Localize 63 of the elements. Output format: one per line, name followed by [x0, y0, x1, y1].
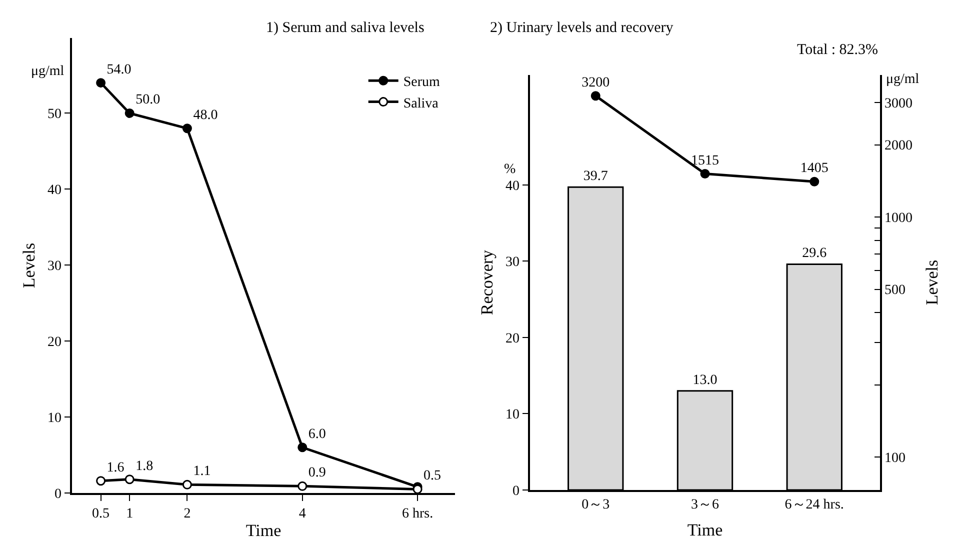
x-tick-label: 3～6 — [691, 498, 719, 513]
y2-tick-label: 500 — [884, 283, 906, 298]
y-tick-label: 30 — [505, 255, 520, 270]
legend-label: Serum — [403, 75, 440, 90]
y2-tick-label: 100 — [884, 450, 906, 466]
text: μg/ml — [31, 64, 64, 79]
y2-tick-label: 1000 — [884, 210, 913, 226]
data-label: 48.0 — [193, 108, 218, 123]
y-axis-title: Levels — [20, 242, 38, 288]
y-tick-label: 20 — [505, 331, 520, 346]
y-tick-label: 0 — [54, 486, 62, 502]
x-axis-title: Time — [687, 520, 723, 540]
y2-axis-title: Levels — [922, 260, 942, 306]
legend-label: Saliva — [403, 96, 440, 112]
data-label: 6.0 — [308, 426, 326, 442]
data-label: 54.0 — [106, 62, 132, 78]
data-label: 0.5 — [424, 468, 442, 484]
data-label: 39.7 — [583, 169, 608, 184]
data-label: 13.0 — [692, 372, 718, 388]
x-tick-label: 0～3 — [582, 498, 610, 513]
x-tick-label: 1 — [126, 506, 134, 522]
y2-tick-label: 2000 — [884, 138, 913, 154]
y-tick-label: 20 — [47, 334, 62, 350]
text: % — [504, 162, 516, 177]
chart-title: 2) Urinary levels and recovery — [490, 20, 674, 36]
x-tick-label: 6～24 hrs. — [784, 498, 844, 513]
point — [298, 442, 308, 452]
x-tick-label: 4 — [298, 506, 306, 522]
y-tick-label: 40 — [47, 183, 62, 198]
data-label: 1405 — [800, 161, 828, 176]
data-label: 0.9 — [308, 466, 326, 481]
y-tick-label: 40 — [505, 178, 520, 194]
point — [96, 476, 106, 486]
point — [590, 91, 600, 101]
x-axis-title: Time — [246, 521, 282, 540]
y-tick-label: 30 — [47, 259, 62, 274]
data-label: 1.6 — [106, 460, 124, 476]
y-tick-label: 50 — [47, 107, 62, 122]
y2-tick-label: 3000 — [884, 96, 913, 112]
point — [182, 124, 192, 134]
point — [182, 480, 192, 490]
y-tick-label: 0 — [512, 484, 520, 499]
data-label: 1515 — [691, 153, 719, 168]
data-label: 3200 — [582, 75, 610, 90]
y-tick-label: 10 — [505, 408, 520, 423]
point — [298, 481, 308, 491]
x-tick-label: 6 hrs. — [402, 506, 434, 522]
chart-subtitle: Total : 82.3% — [797, 42, 878, 58]
point — [124, 108, 134, 118]
data-label: 1.1 — [193, 464, 211, 480]
point — [124, 474, 134, 484]
point — [96, 78, 106, 88]
y-axis-title: Recovery — [478, 249, 496, 316]
point — [810, 176, 820, 186]
data-label: 1.8 — [136, 458, 154, 474]
data-label: 29.6 — [802, 246, 827, 262]
text: μg/ml — [886, 72, 920, 87]
x-tick-label: 2 — [184, 506, 191, 522]
data-label: 50.0 — [136, 92, 160, 108]
x-tick-label: 0.5 — [92, 506, 110, 522]
point — [700, 169, 710, 179]
y-tick-label: 10 — [47, 410, 62, 426]
chart-title: 1) Serum and saliva levels — [266, 20, 424, 36]
